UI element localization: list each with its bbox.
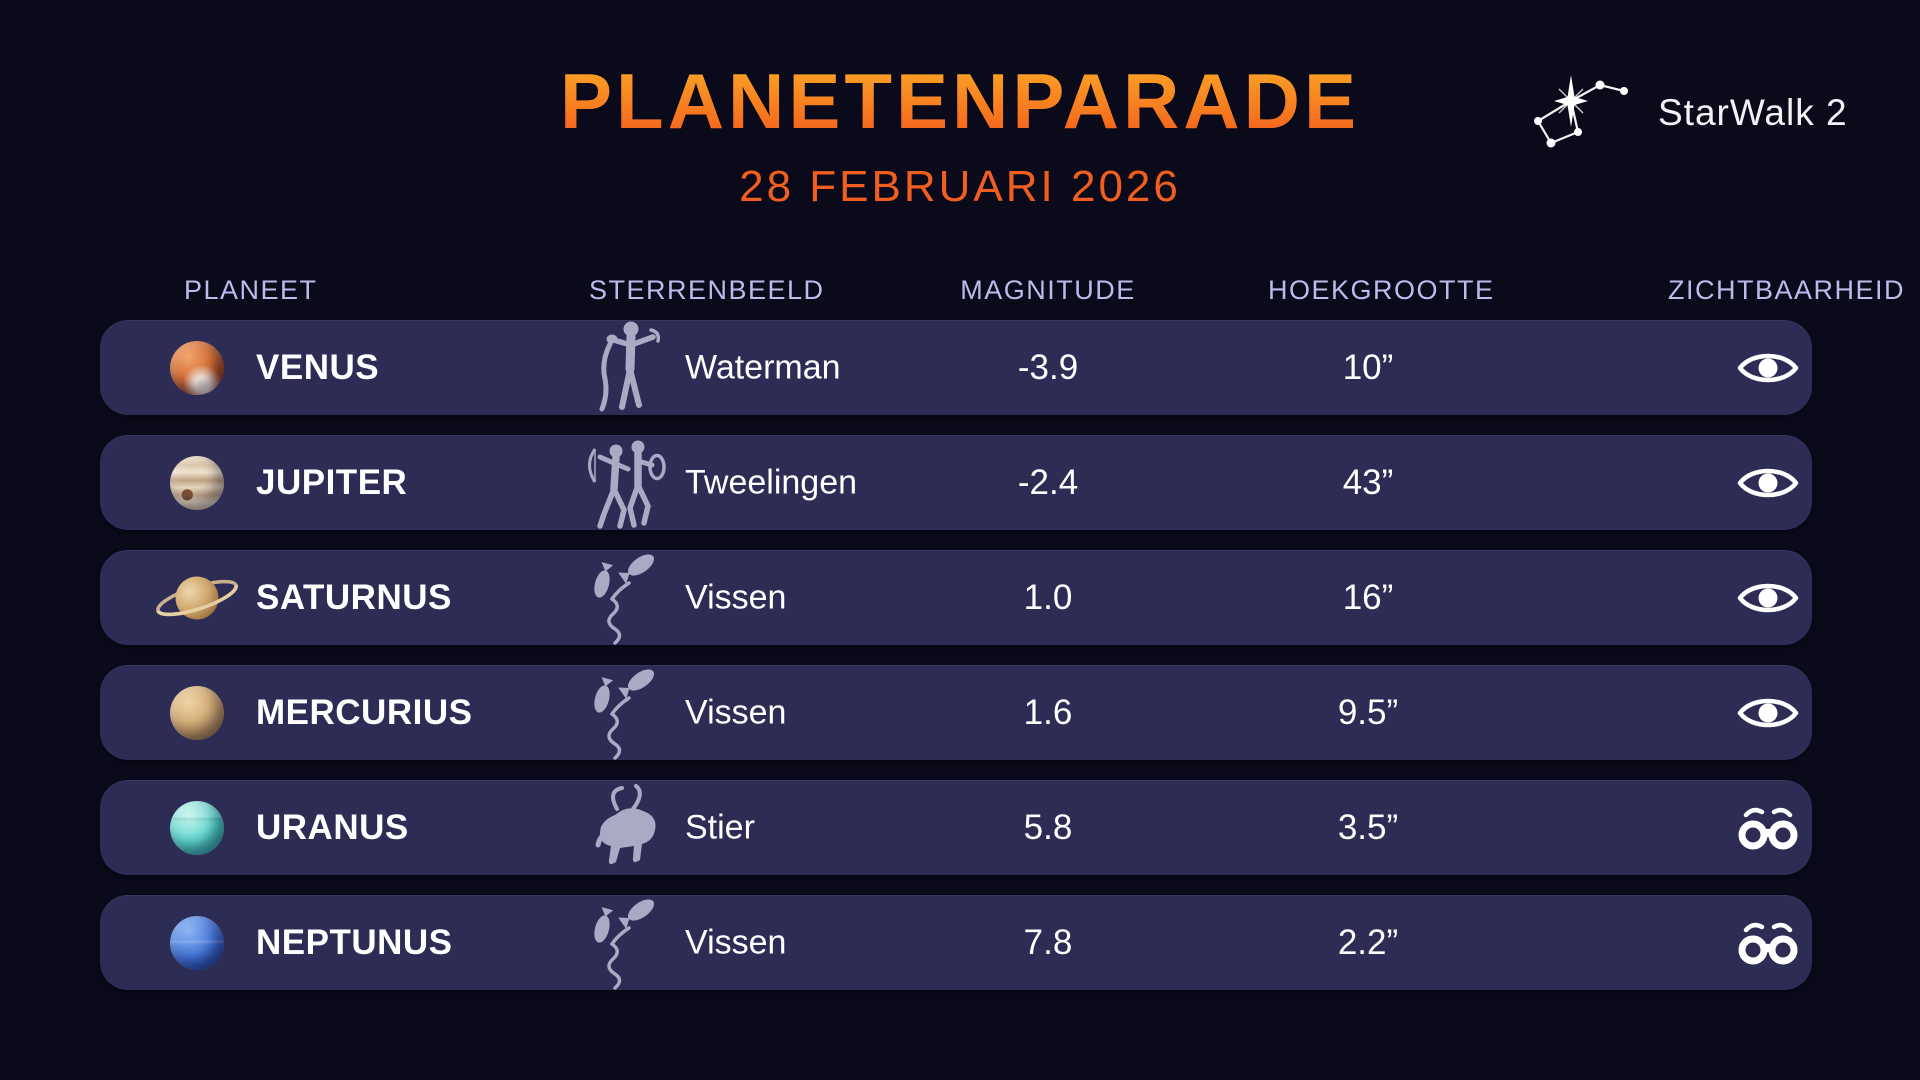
page-date: 28 FEBRUARI 2026 <box>739 162 1181 211</box>
table-row-saturnus: SATURNUS Vissen 1.0 16” <box>100 550 1812 645</box>
angular-size-value: 9.5” <box>1337 692 1399 732</box>
planet-name: NEPTUNUS <box>256 922 453 962</box>
column-header-planet: PLANEET <box>184 275 318 305</box>
aquarius-icon <box>578 318 672 418</box>
planet-name: VENUS <box>256 347 380 387</box>
neptunus-planet-icon <box>170 915 224 970</box>
column-header-magnitude: MAGNITUDE <box>960 275 1136 305</box>
eye-icon <box>1668 693 1868 733</box>
planet-table: VENUS Waterman -3.9 10” JUPITER <box>100 320 1812 990</box>
taurus-icon <box>578 778 672 878</box>
pisces-icon <box>578 893 672 993</box>
angular-size-value: 3.5” <box>1337 807 1399 847</box>
constellation-name: Waterman <box>685 348 841 386</box>
angular-size-value: 16” <box>1342 577 1394 617</box>
jupiter-planet-icon <box>170 455 224 510</box>
venus-planet-icon <box>170 340 224 395</box>
column-header-angular-size: HOEKGROOTTE <box>1268 275 1495 305</box>
column-header-visibility: ZICHTBAARHEID <box>1668 275 1906 305</box>
binoculars-icon <box>1668 919 1868 967</box>
constellation-logo-icon <box>1528 61 1654 165</box>
magnitude-value: -3.9 <box>1017 347 1079 387</box>
binoculars-icon <box>1668 804 1868 852</box>
eye-icon <box>1668 348 1868 388</box>
starwalk-logo: StarWalk 2 <box>1528 58 1888 168</box>
constellation-name: Vissen <box>685 578 787 616</box>
logo-text: StarWalk 2 <box>1658 92 1848 133</box>
magnitude-value: 1.0 <box>1023 577 1073 617</box>
table-row-venus: VENUS Waterman -3.9 10” <box>100 320 1812 415</box>
gemini-icon <box>578 433 672 533</box>
constellation-name: Vissen <box>685 693 787 731</box>
planet-name: JUPITER <box>256 462 408 502</box>
constellation-name: Vissen <box>685 923 787 961</box>
column-header-constellation: STERRENBEELD <box>589 275 825 305</box>
table-row-neptunus: NEPTUNUS Vissen 7.8 2.2” <box>100 895 1812 990</box>
mercurius-planet-icon <box>170 685 224 740</box>
table-column-headers: PLANEET STERRENBEELD MAGNITUDE HOEKGROOT… <box>100 272 1904 308</box>
angular-size-value: 43” <box>1342 462 1394 502</box>
magnitude-value: 7.8 <box>1023 922 1073 962</box>
uranus-planet-icon <box>170 800 224 855</box>
constellation-name: Tweelingen <box>685 463 858 501</box>
eye-icon <box>1668 578 1868 618</box>
planet-name: URANUS <box>256 807 409 847</box>
angular-size-value: 2.2” <box>1337 922 1399 962</box>
planet-name: MERCURIUS <box>256 692 473 732</box>
magnitude-value: 5.8 <box>1023 807 1073 847</box>
pisces-icon <box>578 548 672 648</box>
eye-icon <box>1668 463 1868 503</box>
table-row-jupiter: JUPITER Tweelingen -2.4 43” <box>100 435 1812 530</box>
constellation-name: Stier <box>685 808 755 846</box>
table-row-uranus: URANUS Stier 5.8 3.5” <box>100 780 1812 875</box>
pisces-icon <box>578 663 672 763</box>
magnitude-value: 1.6 <box>1023 692 1073 732</box>
table-row-mercurius: MERCURIUS Vissen 1.6 9.5” <box>100 665 1812 760</box>
angular-size-value: 10” <box>1342 347 1394 387</box>
saturnus-planet-icon <box>152 571 242 625</box>
planet-name: SATURNUS <box>256 577 452 617</box>
magnitude-value: -2.4 <box>1017 462 1079 502</box>
page-title: PLANETENPARADE <box>0 56 1920 147</box>
